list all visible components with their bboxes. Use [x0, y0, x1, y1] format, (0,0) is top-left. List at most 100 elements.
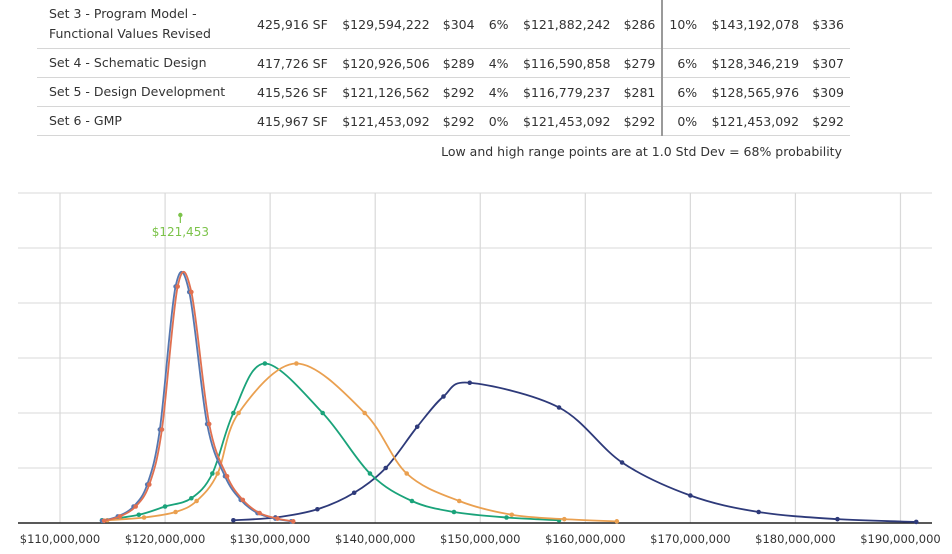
high-cost: $143,192,078 [711, 16, 800, 32]
table-row: Set 4 - Schematic Design 417,726 SF $120… [37, 48, 850, 78]
series-line [107, 362, 617, 523]
data-point [456, 498, 462, 504]
data-point [231, 410, 236, 416]
probability-footnote: Low and high range points are at 1.0 Std… [441, 144, 842, 159]
high-cost-psf: $307 [812, 55, 844, 71]
data-point [414, 424, 420, 430]
high-percent: 0% [677, 113, 698, 129]
expected-cost-psf: $289 [442, 55, 475, 71]
series-line [103, 271, 294, 523]
table-row: Set 6 - GMP 415,967 SF $121,453,092 $292… [37, 106, 850, 136]
data-point [141, 515, 147, 520]
data-point [320, 410, 325, 416]
data-point [210, 471, 215, 476]
data-point [173, 509, 178, 515]
x-tick-label: $150,000,000 [440, 532, 520, 546]
series-line [101, 271, 292, 523]
data-point [236, 410, 241, 416]
data-point [175, 284, 180, 289]
data-point [614, 519, 620, 524]
data-point [189, 289, 194, 295]
expected-cost: $121,126,562 [342, 84, 430, 100]
low-percent: 0% [488, 113, 509, 129]
square-feet: 415,967 SF [257, 113, 328, 129]
x-tick-label: $120,000,000 [125, 532, 205, 546]
x-tick-label: $110,000,000 [20, 532, 100, 546]
data-point [194, 498, 199, 504]
series-line [101, 362, 560, 522]
data-point [756, 509, 761, 515]
data-point [262, 361, 268, 366]
data-point [367, 471, 373, 476]
data-point [688, 493, 693, 498]
data-point [467, 380, 473, 386]
high-cost-psf: $292 [812, 113, 844, 129]
x-tick-label: $130,000,000 [230, 532, 310, 546]
data-point [224, 473, 230, 479]
estimate-sets-table: Set 3 - Program Model - Functional Value… [37, 0, 850, 136]
data-point [133, 504, 138, 509]
data-point [451, 509, 457, 515]
low-percent: 4% [488, 84, 509, 100]
table-row: Set 5 - Design Development 415,526 SF $1… [37, 77, 850, 107]
low-cost: $121,453,092 [523, 113, 611, 129]
high-percent: 6% [677, 84, 698, 100]
data-point [136, 512, 142, 518]
data-point [362, 410, 367, 416]
low-cost-psf: $281 [616, 77, 664, 107]
expected-cost: $129,594,222 [342, 16, 430, 32]
data-point [240, 497, 246, 503]
data-point [383, 465, 389, 471]
data-point [162, 504, 168, 509]
low-percent: 4% [488, 55, 509, 71]
annotation-marker [178, 212, 183, 218]
set-name: Set 4 - Schematic Design [49, 55, 207, 70]
low-cost-psf: $286 [616, 0, 664, 49]
data-point [294, 361, 299, 366]
expected-cost-psf: $292 [442, 113, 475, 129]
data-point [117, 514, 123, 519]
low-cost: $116,590,858 [523, 55, 611, 71]
data-point [101, 518, 107, 524]
data-point [189, 495, 194, 501]
data-point [206, 421, 212, 427]
data-point [275, 516, 280, 521]
low-cost-psf: $292 [616, 106, 664, 136]
x-tick-label: $190,000,000 [860, 532, 940, 546]
high-cost: $128,346,219 [711, 55, 800, 71]
high-cost-psf: $336 [812, 16, 844, 32]
expected-cost: $121,453,092 [342, 113, 430, 129]
data-point [147, 482, 152, 487]
low-cost: $121,882,242 [523, 16, 611, 32]
set-name: Set 3 - Program Model - Functional Value… [49, 6, 211, 41]
data-point [404, 471, 410, 476]
data-point [159, 427, 165, 432]
x-tick-label: $180,000,000 [755, 532, 835, 546]
high-cost: $128,565,976 [711, 84, 800, 100]
table-row: Set 3 - Program Model - Functional Value… [37, 0, 850, 49]
square-feet: 417,726 SF [257, 55, 328, 71]
data-point [913, 519, 919, 525]
data-point [351, 490, 357, 496]
square-feet: 415,526 SF [257, 84, 328, 100]
low-percent: 6% [488, 16, 509, 32]
expected-cost: $120,926,506 [342, 55, 430, 71]
high-cost-psf: $309 [812, 84, 844, 100]
low-cost-psf: $279 [616, 48, 664, 78]
data-point [504, 515, 509, 520]
data-point [315, 506, 320, 512]
data-point [441, 394, 446, 399]
low-cost: $116,779,237 [523, 84, 611, 100]
high-percent: 10% [669, 16, 698, 32]
data-point [509, 512, 515, 518]
data-point [290, 519, 296, 524]
data-point [556, 405, 562, 410]
data-point [561, 516, 567, 522]
x-tick-label: $160,000,000 [545, 532, 625, 546]
data-point [619, 460, 625, 465]
data-point [215, 471, 220, 476]
data-point [231, 517, 236, 523]
set-name: Set 5 - Design Development [49, 84, 226, 99]
high-cost: $121,453,092 [711, 113, 800, 129]
